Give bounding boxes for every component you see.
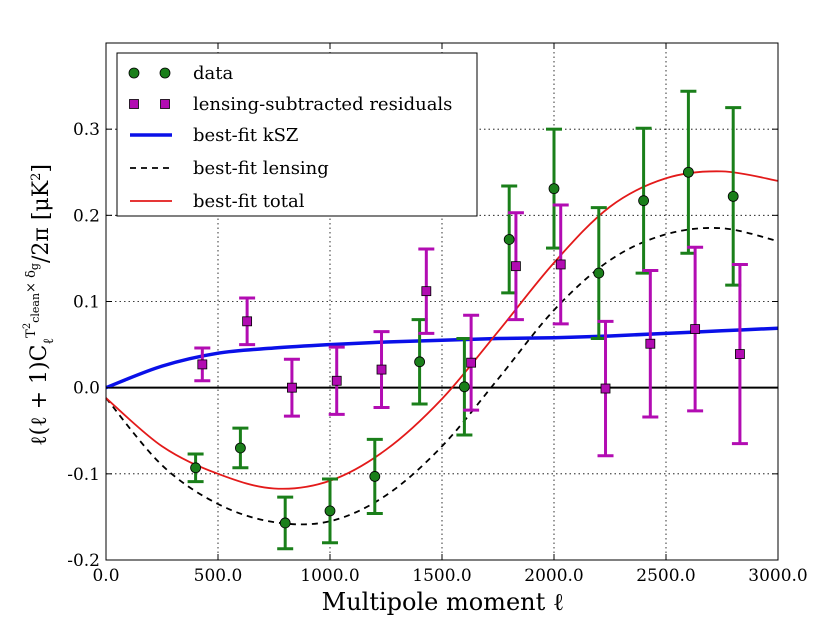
series-data-point <box>548 183 560 195</box>
series-lensing-subtracted-residuals-point <box>287 382 297 393</box>
series-best-fit-ksz-line <box>105 326 779 390</box>
series-data-point <box>503 234 515 245</box>
series-lensing-subtracted-residuals-point <box>331 375 342 386</box>
legend-lensing-subtracted-residuals-marker <box>160 99 170 109</box>
legend-lensing-subtracted-residuals-marker <box>129 99 139 109</box>
y-tick-label: 0.0 <box>73 379 100 399</box>
series-data-point <box>190 462 202 474</box>
y-tick-label: -0.2 <box>67 551 100 571</box>
legend-data-marker <box>159 67 171 79</box>
series-data-point <box>593 267 605 279</box>
x-tick-label: 3000.0 <box>748 566 807 586</box>
legend-box <box>116 52 478 217</box>
curves-layer <box>105 170 779 526</box>
series-data-point <box>234 442 246 454</box>
series-lensing-subtracted-residuals-point <box>600 383 611 394</box>
series-data-point <box>369 471 381 482</box>
series-lensing-subtracted-residuals-point <box>376 364 387 375</box>
series-lensing-subtracted-residuals-point <box>690 324 701 334</box>
series-lensing-subtracted-residuals-point <box>645 338 656 349</box>
legend-data-marker <box>128 67 140 79</box>
x-tick-label: 2500.0 <box>636 566 695 586</box>
x-tick-label: 1500.0 <box>412 566 471 586</box>
x-tick-label: 0.0 <box>92 566 119 586</box>
y-tick-label: -0.1 <box>67 465 100 485</box>
y-tick-label: 0.3 <box>73 120 100 140</box>
ticks-layer: 0.0 500.0 1000.0 1500.0 2000.0 2500.0 3000.0 -0… <box>67 43 808 586</box>
y-axis-label: ℓ(ℓ + 1)CℓT2clean× δg/2π [μK2] <box>22 164 57 446</box>
legend-best-fit-lensing-label: best-fit lensing <box>193 158 329 179</box>
series-lensing-subtracted-residuals-point <box>466 357 477 368</box>
legend-best-fit-total-label: best-fit total <box>193 191 305 212</box>
legend-best-fit-ksz-label: best-fit kSZ <box>193 125 298 146</box>
y-tick-label: 0.2 <box>73 206 100 226</box>
x-tick-label: 1000.0 <box>300 566 359 586</box>
series-lensing-subtracted-residuals-point <box>735 349 745 359</box>
x-axis-label: Multipole moment ℓ <box>322 588 565 616</box>
series-lensing-subtracted-residuals-point <box>197 359 208 370</box>
series-best-fit-lensing-line <box>105 227 779 526</box>
points-layer <box>187 89 748 551</box>
series-data-point <box>458 381 470 393</box>
series-lensing-subtracted-residuals-point <box>421 286 432 297</box>
series-data-point <box>414 356 426 368</box>
y-tick-label: 0.1 <box>73 293 100 313</box>
legend: data lensing-subtracted residuals best-fit… <box>116 52 478 217</box>
x-tick-label: 2000.0 <box>524 566 583 586</box>
series-data-point <box>727 190 739 202</box>
legend-lensing-subtracted-residuals-label: lensing-subtracted residuals <box>193 94 452 115</box>
series-data-point <box>324 505 336 517</box>
series-lensing-subtracted-residuals-point <box>511 261 521 272</box>
series-data-point <box>279 517 291 529</box>
series-lensing-subtracted-residuals-point <box>555 259 566 270</box>
x-tick-label: 500.0 <box>194 566 243 586</box>
series-data-point <box>638 195 649 207</box>
series-data-point <box>683 166 694 178</box>
series-lensing-subtracted-residuals-point <box>242 316 253 327</box>
legend-data-label: data <box>193 63 233 84</box>
series-best-fit-total-line <box>105 170 779 490</box>
